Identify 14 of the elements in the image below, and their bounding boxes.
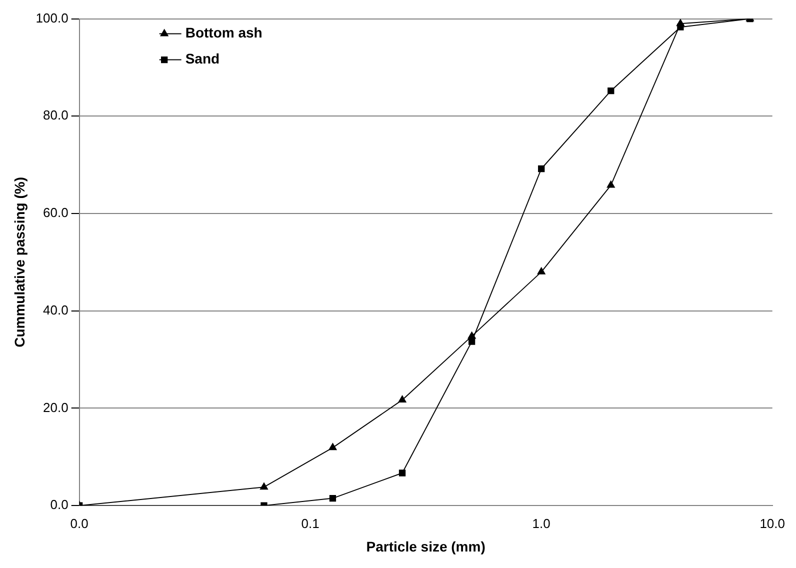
x-tick-label: 0.0 <box>70 516 88 531</box>
y-tick-label: 20.0 <box>43 400 68 415</box>
x-tick-label: 10.0 <box>760 516 786 531</box>
y-tick-label: 60.0 <box>43 205 68 220</box>
y-tick-label: 80.0 <box>43 108 68 123</box>
x-tick-label: 0.1 <box>301 516 320 531</box>
y-tick-label: 100.0 <box>36 10 68 26</box>
legend-label: Sand <box>185 50 220 67</box>
legend-label: Bottom ash <box>185 24 262 41</box>
y-tick-label: 0.0 <box>50 497 68 512</box>
x-axis-title: Particle size (mm) <box>366 538 486 554</box>
y-axis-title: Cummulative passing (%) <box>11 177 28 348</box>
y-tick-label: 40.0 <box>43 302 68 318</box>
x-tick-label: 1.0 <box>532 516 550 531</box>
